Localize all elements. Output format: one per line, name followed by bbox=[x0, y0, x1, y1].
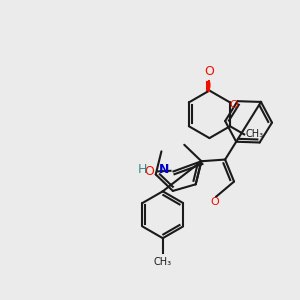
Text: O: O bbox=[229, 100, 238, 110]
Text: CH₃: CH₃ bbox=[246, 129, 264, 140]
Text: O: O bbox=[144, 165, 154, 178]
Text: CH₃: CH₃ bbox=[154, 256, 172, 267]
Text: O: O bbox=[205, 65, 214, 78]
Text: N: N bbox=[159, 164, 169, 176]
Text: O: O bbox=[210, 197, 219, 207]
Text: H: H bbox=[138, 163, 148, 176]
